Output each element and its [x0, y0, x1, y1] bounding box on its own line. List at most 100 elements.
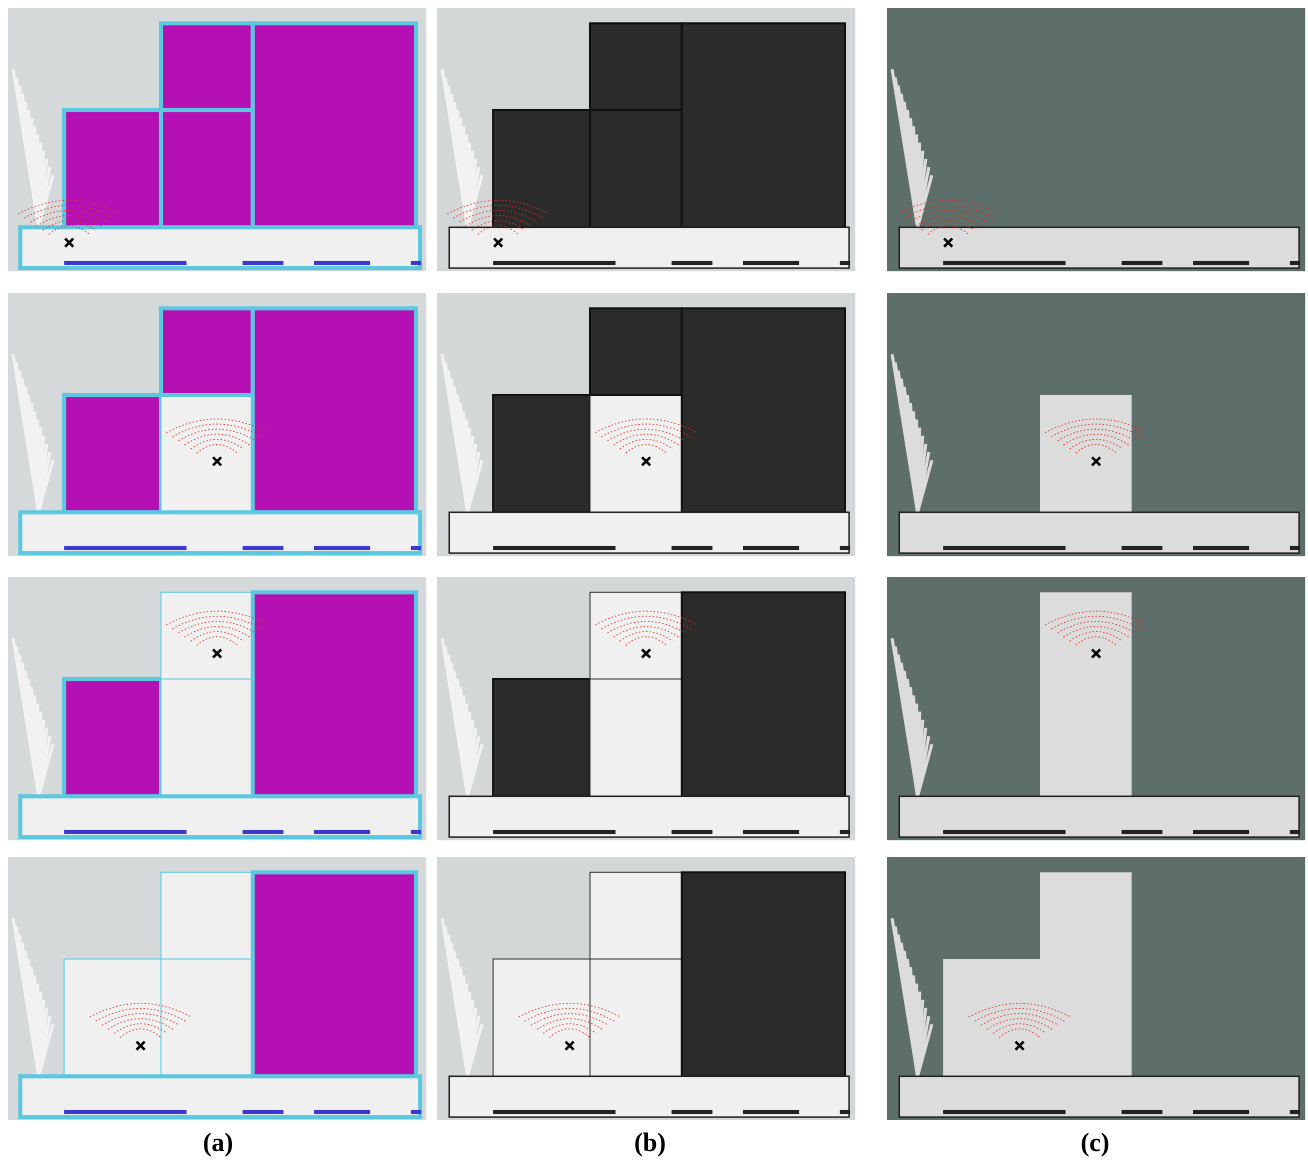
unexplored-room: [682, 308, 845, 512]
explored-room: [1040, 592, 1132, 679]
explored-room: [161, 679, 253, 796]
panel-label: (b): [590, 1128, 710, 1158]
unexplored-room: [161, 23, 253, 110]
unexplored-room: [682, 592, 845, 796]
wall-segment: [1290, 546, 1300, 550]
unexplored-room: [161, 110, 253, 227]
wall-segment: [243, 261, 284, 265]
map-panel: [437, 8, 855, 271]
unexplored-room: [161, 308, 253, 395]
wall-segment: [943, 830, 1065, 834]
wall-segment: [411, 1110, 421, 1114]
explored-room: [1040, 959, 1132, 1076]
unexplored-room: [682, 23, 845, 227]
wall-segment: [840, 830, 850, 834]
unexplored-room: [1132, 872, 1295, 1076]
unexplored-room: [1132, 23, 1295, 227]
unexplored-room: [493, 679, 590, 796]
wall-segment: [243, 830, 284, 834]
wall-segment: [743, 1110, 799, 1114]
explored-room: [590, 395, 682, 512]
unexplored-room: [943, 679, 1040, 796]
explored-room: [161, 872, 253, 959]
explored-room: [1040, 395, 1132, 512]
explored-room: [590, 872, 682, 959]
wall-segment: [840, 546, 850, 550]
wall-segment: [493, 261, 615, 265]
unexplored-room: [1132, 592, 1295, 796]
unexplored-room: [590, 308, 682, 395]
panel-label: (c): [1035, 1128, 1155, 1158]
figure: (a) (b) (c): [0, 0, 1308, 1169]
unexplored-room: [1132, 308, 1295, 512]
map-panel: [8, 293, 426, 556]
wall-segment: [64, 830, 186, 834]
wall-segment: [1122, 830, 1163, 834]
wall-segment: [943, 546, 1065, 550]
wall-segment: [493, 830, 615, 834]
wall-segment: [64, 1110, 186, 1114]
wall-segment: [1193, 546, 1249, 550]
unexplored-room: [253, 23, 416, 227]
wall-segment: [672, 546, 713, 550]
wall-segment: [672, 830, 713, 834]
wall-segment: [64, 261, 186, 265]
wall-segment: [1122, 261, 1163, 265]
map-panel: [887, 293, 1305, 556]
wall-segment: [1193, 830, 1249, 834]
wall-segment: [840, 1110, 850, 1114]
map-panel: [437, 577, 855, 840]
wall-segment: [1122, 546, 1163, 550]
unexplored-room: [943, 110, 1040, 227]
unexplored-room: [590, 23, 682, 110]
wall-segment: [314, 261, 370, 265]
wall-segment: [243, 1110, 284, 1114]
unexplored-room: [253, 872, 416, 1076]
explored-room: [493, 959, 590, 1076]
unexplored-room: [253, 308, 416, 512]
map-panel: [887, 857, 1305, 1120]
unexplored-room: [1040, 110, 1132, 227]
wall-segment: [743, 830, 799, 834]
wall-segment: [314, 1110, 370, 1114]
unexplored-room: [1040, 23, 1132, 110]
wall-segment: [743, 546, 799, 550]
unexplored-room: [64, 679, 161, 796]
explored-room: [161, 395, 253, 512]
map-panels: [0, 0, 1308, 1120]
wall-segment: [1290, 261, 1300, 265]
map-panel: [887, 8, 1305, 271]
wall-segment: [1290, 830, 1300, 834]
wall-segment: [314, 546, 370, 550]
wall-segment: [743, 261, 799, 265]
explored-room: [590, 959, 682, 1076]
unexplored-room: [64, 110, 161, 227]
wall-segment: [1193, 1110, 1249, 1114]
wall-segment: [1290, 1110, 1300, 1114]
wall-segment: [672, 261, 713, 265]
wall-segment: [411, 261, 421, 265]
unexplored-room: [253, 592, 416, 796]
wall-segment: [64, 546, 186, 550]
explored-room: [161, 592, 253, 679]
map-panel: [8, 8, 426, 271]
explored-room: [64, 959, 161, 1076]
map-panel: [887, 577, 1305, 840]
wall-segment: [243, 546, 284, 550]
explored-room: [161, 959, 253, 1076]
wall-segment: [411, 546, 421, 550]
unexplored-room: [493, 110, 590, 227]
unexplored-room: [682, 872, 845, 1076]
map-panel: [8, 857, 426, 1120]
explored-room: [1040, 679, 1132, 796]
wall-segment: [314, 830, 370, 834]
map-panel: [437, 293, 855, 556]
wall-segment: [493, 1110, 615, 1114]
explored-room: [1040, 872, 1132, 959]
unexplored-room: [590, 110, 682, 227]
map-panel: [437, 857, 855, 1120]
panel-label: (a): [158, 1128, 278, 1158]
explored-room: [590, 592, 682, 679]
unexplored-room: [64, 395, 161, 512]
explored-room: [943, 959, 1040, 1076]
